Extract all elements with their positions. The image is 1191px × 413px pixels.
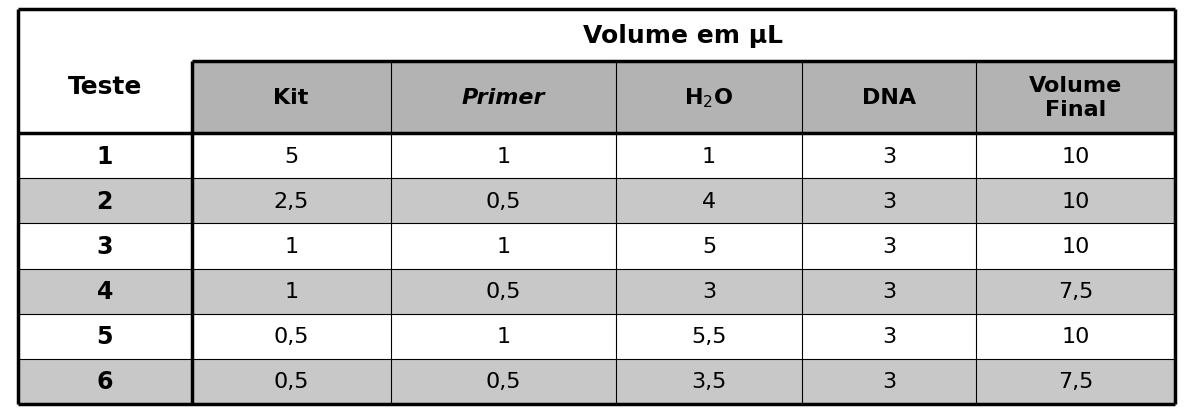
Bar (975, 314, 1176, 359)
Text: 5: 5 (701, 236, 716, 256)
Text: 0,5: 0,5 (486, 281, 520, 301)
Bar (803, 224, 975, 269)
Text: 0,5: 0,5 (486, 191, 520, 211)
Text: 10: 10 (1061, 326, 1090, 347)
Bar (975, 224, 1176, 269)
Text: 3: 3 (881, 372, 896, 392)
Bar (616, 314, 803, 359)
Text: 10: 10 (1061, 146, 1090, 166)
Bar (803, 314, 975, 359)
Bar (192, 10, 1176, 62)
Bar (616, 359, 803, 404)
Bar (192, 62, 391, 134)
Bar (192, 314, 391, 359)
Text: 5,5: 5,5 (691, 326, 727, 347)
Text: 3: 3 (881, 326, 896, 347)
Bar (975, 179, 1176, 224)
Bar (391, 314, 616, 359)
Bar (391, 224, 616, 269)
Text: 1: 1 (497, 326, 511, 347)
Bar (803, 269, 975, 314)
Text: 2,5: 2,5 (274, 191, 308, 211)
Text: 3: 3 (881, 281, 896, 301)
Text: Volume
Final: Volume Final (1029, 76, 1122, 120)
Text: 3,5: 3,5 (691, 372, 727, 392)
Text: 2: 2 (96, 189, 113, 213)
Bar (803, 62, 975, 134)
Text: DNA: DNA (862, 88, 916, 108)
Text: 0,5: 0,5 (274, 372, 308, 392)
Bar (192, 224, 391, 269)
Text: 10: 10 (1061, 236, 1090, 256)
Bar (18, 269, 192, 314)
Bar (975, 269, 1176, 314)
Bar (18, 10, 192, 134)
Text: 4: 4 (701, 191, 716, 211)
Bar (18, 314, 192, 359)
Text: 3: 3 (96, 234, 113, 258)
Bar (192, 179, 391, 224)
Text: Volume em μL: Volume em μL (584, 24, 784, 48)
Text: Teste: Teste (68, 75, 142, 99)
Text: 3: 3 (881, 191, 896, 211)
Bar (192, 269, 391, 314)
Bar (803, 134, 975, 179)
Bar (391, 62, 616, 134)
Bar (975, 359, 1176, 404)
Text: Primer: Primer (462, 88, 545, 108)
Text: 5: 5 (96, 325, 113, 349)
Text: 3: 3 (701, 281, 716, 301)
Bar (18, 224, 192, 269)
Text: 3: 3 (881, 236, 896, 256)
Text: 7,5: 7,5 (1058, 281, 1093, 301)
Bar (391, 359, 616, 404)
Text: 1: 1 (497, 236, 511, 256)
Text: 6: 6 (96, 370, 113, 394)
Bar (18, 359, 192, 404)
Text: Kit: Kit (274, 88, 308, 108)
Bar (803, 179, 975, 224)
Bar (975, 134, 1176, 179)
Text: H$_2$O: H$_2$O (685, 86, 734, 109)
Text: 4: 4 (96, 280, 113, 304)
Bar (391, 134, 616, 179)
Bar (391, 179, 616, 224)
Text: 3: 3 (881, 146, 896, 166)
Bar (975, 62, 1176, 134)
Text: 5: 5 (285, 146, 298, 166)
Text: 1: 1 (285, 281, 298, 301)
Bar (616, 179, 803, 224)
Text: 7,5: 7,5 (1058, 372, 1093, 392)
Text: 10: 10 (1061, 191, 1090, 211)
Text: 1: 1 (701, 146, 716, 166)
Bar (192, 134, 391, 179)
Bar (18, 134, 192, 179)
Text: 1: 1 (497, 146, 511, 166)
Text: 1: 1 (96, 144, 113, 168)
Text: 0,5: 0,5 (486, 372, 520, 392)
Text: 0,5: 0,5 (274, 326, 308, 347)
Bar (192, 359, 391, 404)
Bar (803, 359, 975, 404)
Bar (18, 179, 192, 224)
Bar (616, 62, 803, 134)
Text: 1: 1 (285, 236, 298, 256)
Bar (391, 269, 616, 314)
Bar (616, 134, 803, 179)
Bar (616, 269, 803, 314)
Bar (616, 224, 803, 269)
